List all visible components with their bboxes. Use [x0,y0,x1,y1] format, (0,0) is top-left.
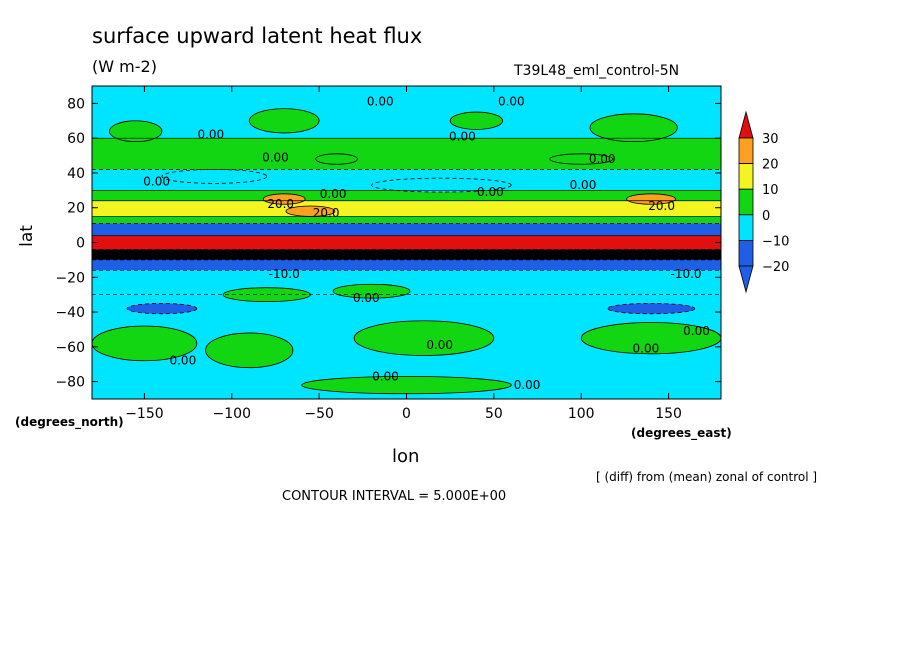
contour-label: -10.0 [671,267,702,281]
colorbar-tick-label: 10 [762,183,779,198]
contour-label: 0.00 [143,175,170,189]
colorbar-segment [738,137,754,165]
y-axis-units: (degrees_north) [15,415,124,429]
latitude-band [92,235,721,250]
x-tick-label: −50 [304,406,334,422]
latitude-band [92,259,721,271]
x-tick-label: 100 [568,406,595,422]
contour-label: 0.00 [169,354,196,368]
latitude-band [92,190,721,201]
x-tick-label: −150 [125,406,163,422]
contour-label: 0.00 [498,95,525,109]
colorbar-tick-label: −10 [762,234,789,249]
y-tick-label: 80 [67,96,85,112]
colorbar-tick-label: 30 [762,132,779,147]
contour-line-layer [92,86,721,296]
x-tick-label: 50 [485,406,503,422]
chart-title: surface upward latent heat flux [92,24,423,48]
contour-label: 0.00 [353,291,380,305]
latitude-band [92,138,721,170]
contour-label: 0.00 [570,178,597,192]
x-axis-label: lon [392,446,420,467]
y-tick-label: 60 [67,131,85,147]
contour-region [371,177,512,193]
comparison-note: [ (diff) from (mean) zonal of control ] [596,470,818,484]
y-tick-label: −80 [55,375,85,391]
contour-label: -10.0 [269,267,300,281]
contour-region [607,302,696,315]
contour-label: 20.0 [313,206,340,220]
contour-region [109,120,163,143]
contour-label: 0.00 [449,129,476,143]
y-tick-label: −40 [55,305,85,321]
contour-region [549,153,614,165]
x-tick-label: −100 [213,406,251,422]
y-tick-label: 20 [67,201,85,217]
y-tick-label: −60 [55,340,85,356]
contour-region [589,113,678,143]
contour-label: 0.00 [367,95,394,109]
y-axis: 80 60 40 20 0 −20 −40 −60 −80 [55,96,721,391]
latitude-band [92,249,721,260]
x-tick-label: 0 [402,406,411,422]
contour-label: 0.00 [197,128,224,142]
y-tick-label: 40 [67,166,85,182]
contour-label: 0.00 [320,187,347,201]
latitude-band [92,223,721,236]
contour-fill-layer [92,86,721,399]
contour-label-layer: 0.00 0.00 0.00 0.00 0.00 0.00 0.00 0.00 0.00 0.00… [143,95,710,392]
contour-region [92,325,198,362]
colorbar-segment [738,239,754,267]
colorbar-tick-label: −20 [762,260,789,275]
colorbar-tick-label: 20 [762,158,779,173]
contour-label: 0.00 [262,150,289,164]
contour-interval: CONTOUR INTERVAL = 5.000E+00 [282,489,507,504]
contour-label: 0.00 [372,369,399,383]
contour-region [262,193,306,205]
contour-region [205,332,294,369]
contour-region [626,193,676,205]
contour-region [353,320,495,356]
colorbar-segment [738,188,754,216]
colorbar-segment [738,214,754,241]
contour-region [315,153,358,165]
x-axis: −150 −100 −50 0 50 100 150 [125,86,682,422]
x-axis-units: (degrees_east) [631,426,732,440]
chart-units: (W m-2) [92,57,157,76]
contour-label: 0.00 [683,324,710,338]
contour-label: 0.00 [633,342,660,356]
x-tick-label: 150 [655,406,682,422]
contour-region [126,302,198,315]
colorbar-over-arrow [738,110,754,139]
colorbar-segment [738,163,754,190]
contour-region [449,111,503,130]
y-tick-label: −20 [55,270,85,286]
contour-label: 20.0 [267,197,294,211]
contour-label: 0.00 [477,185,504,199]
colorbar-tick-label: 0 [762,209,770,224]
y-axis-label: lat [16,225,37,247]
y-tick-label: 0 [76,236,85,252]
colorbar: 30 20 10 0 −10 −20 [738,110,789,294]
contour-label: 20.0 [648,199,675,213]
contour-region [248,108,320,134]
contour-label: 0.00 [426,338,453,352]
contour-region [161,169,268,184]
contour-label: 0.00 [589,152,616,166]
case-label: T39L48_eml_control-5N [514,63,680,79]
contour-region [301,375,512,395]
latitude-band [92,216,721,224]
latitude-band [92,200,721,217]
contour-label: 0.00 [514,378,541,392]
colorbar-under-arrow [738,265,754,294]
